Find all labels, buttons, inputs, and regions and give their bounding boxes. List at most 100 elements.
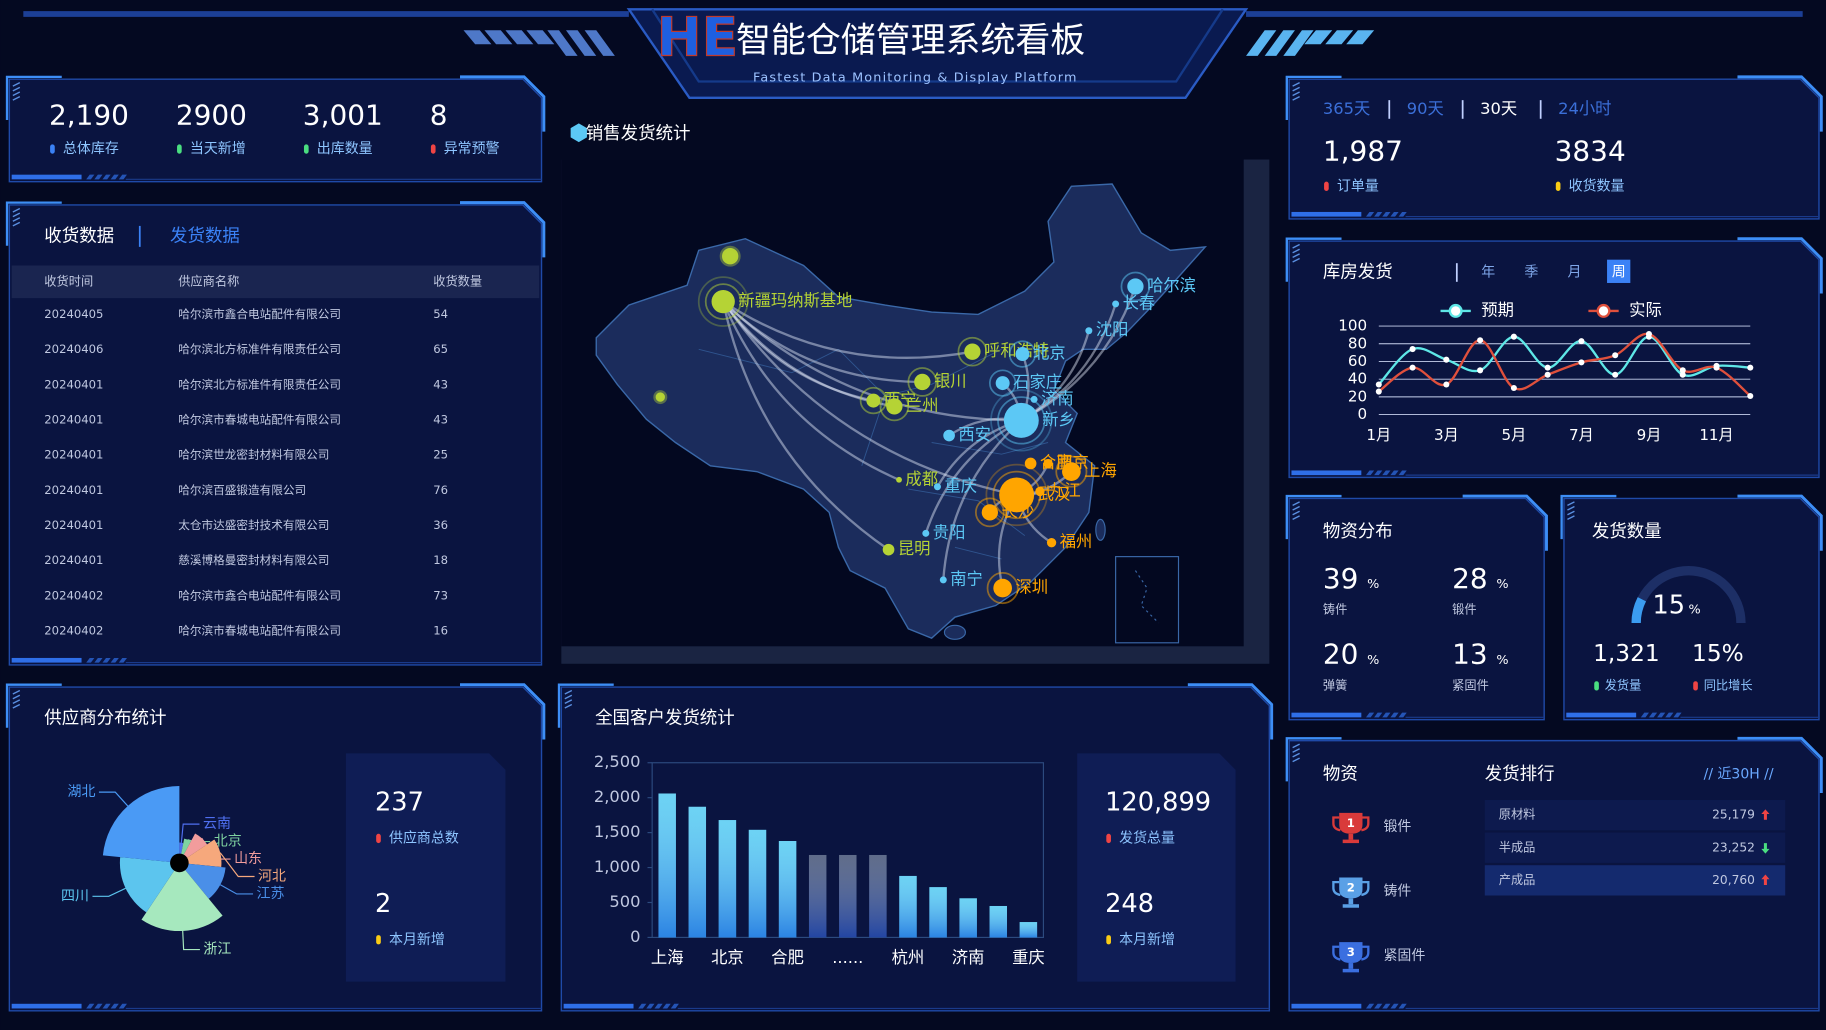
x-tick-label: 重庆 <box>1012 948 1045 967</box>
trophy-cup <box>1339 812 1363 834</box>
city-ring <box>1120 271 1151 302</box>
stat-label: 供应商总数 <box>389 829 459 846</box>
stat-dot <box>1555 181 1561 191</box>
panel-bar-stripe <box>1382 211 1391 217</box>
panel-hatch <box>1567 505 1575 511</box>
table-cell: 20240402 <box>44 588 103 602</box>
stat-dot <box>1324 181 1329 191</box>
pie-label: 湖北 <box>68 784 96 800</box>
trophy-handles <box>1332 880 1370 897</box>
city-ring <box>1055 455 1088 488</box>
city-label: 昆明 <box>898 539 931 558</box>
city-label: 长沙 <box>1002 502 1035 521</box>
panel-bar-stripe <box>1398 211 1407 217</box>
panel-bar-stripe <box>86 1003 95 1009</box>
trophy-stem <box>1348 898 1354 905</box>
panel-title: 全国客户发货统计 <box>595 708 735 728</box>
y-tick-label: 1,500 <box>594 822 641 841</box>
range-tab[interactable]: 月 <box>1567 264 1581 280</box>
panel-hatch <box>564 703 573 709</box>
x-tick-label: 7月 <box>1569 426 1594 444</box>
pie-slice <box>179 833 208 863</box>
stat-value: 2 <box>375 889 391 919</box>
city-label: 长春 <box>1123 293 1156 312</box>
city-label: 哈尔滨 <box>1147 276 1196 295</box>
panel-hatch <box>1292 501 1300 507</box>
trophy-handles <box>1332 816 1370 832</box>
ranking-value: 23,252 <box>1712 840 1755 854</box>
panel-bar-stripe <box>86 174 95 180</box>
panel-hatch <box>1292 752 1300 758</box>
percent-unit: % <box>1367 577 1379 592</box>
series-point <box>1443 381 1450 388</box>
city-label: 贵阳 <box>933 523 966 542</box>
y-tick-label: 60 <box>1348 352 1367 370</box>
table-cell: 慈溪博格曼密封材料有限公司 <box>178 553 329 567</box>
panel-bar <box>11 174 82 180</box>
panel-hatch <box>564 694 573 700</box>
tab[interactable]: 发货数据 <box>170 226 240 246</box>
bar-shade <box>658 793 676 938</box>
range-tab[interactable]: 季 <box>1524 264 1538 280</box>
series-point <box>1713 364 1720 371</box>
percent-label: 弹簧 <box>1323 677 1347 692</box>
stat-label: 本月新增 <box>1119 932 1175 948</box>
pie-hole <box>170 853 189 873</box>
panel-bar-stripe <box>1398 1003 1407 1009</box>
range-tab[interactable]: 周 <box>1612 264 1626 280</box>
panel-bar-stripe <box>1390 1003 1399 1009</box>
label-leader <box>182 930 200 951</box>
period-tab[interactable]: 90天 <box>1407 99 1444 118</box>
label-leader <box>92 887 126 897</box>
period-tab[interactable]: 30天 <box>1480 99 1517 118</box>
city-point <box>995 376 1010 391</box>
stat-card <box>1077 753 1236 982</box>
city-point <box>943 429 955 442</box>
panel-bar-stripe <box>1382 1003 1391 1009</box>
header-plate <box>626 8 1249 99</box>
range-tab[interactable]: 年 <box>1481 264 1495 280</box>
series-point <box>1747 364 1754 371</box>
series-point <box>1477 367 1484 374</box>
panel-hatch <box>1292 257 1300 263</box>
panel-bar <box>1291 712 1362 718</box>
y-tick-label: 2,000 <box>594 787 641 806</box>
city-label: 重庆 <box>944 476 977 495</box>
table-cell: 18 <box>433 553 448 567</box>
period-tab[interactable]: 24小时 <box>1558 99 1611 118</box>
stat-label: 总体库存 <box>63 141 119 157</box>
percent-label: 紧固件 <box>1452 678 1489 692</box>
panel-bar-stripe <box>102 1003 111 1009</box>
panel-bar-stripe <box>1365 1003 1375 1009</box>
panel-bar-stripe <box>1648 712 1658 718</box>
panel-title: 物资 <box>1323 764 1358 784</box>
material-name: 锻件 <box>1383 819 1411 835</box>
tab[interactable]: 收货数据 <box>44 226 114 246</box>
panel-bar-stripe <box>110 174 119 180</box>
series-point <box>1747 392 1754 400</box>
panel-bar-stripe <box>654 1003 663 1009</box>
series-point <box>1578 338 1585 345</box>
panel-bar-stripe <box>1665 712 1674 718</box>
panel-corner <box>1462 494 1548 551</box>
bar-shade <box>688 806 707 938</box>
stat-dot <box>1693 681 1698 691</box>
panel-bar <box>11 1003 82 1009</box>
city-point <box>896 476 902 483</box>
x-tick-label: 上海 <box>651 948 684 967</box>
panel-hatch <box>1292 757 1300 763</box>
period-tab[interactable]: 365天 <box>1323 99 1370 118</box>
panel-hatch <box>564 689 573 695</box>
bar-shade <box>718 820 737 938</box>
flow-line <box>722 301 890 551</box>
city-label: 济南 <box>1041 389 1074 408</box>
ranking-row-bg <box>1484 832 1786 863</box>
stat-dot <box>50 144 55 154</box>
trophy-base <box>1342 839 1360 844</box>
table-cell: 哈尔滨北方标准件有限责任公司 <box>178 342 341 356</box>
map-point <box>653 390 668 405</box>
city-ring <box>988 369 1017 397</box>
header-stripes-left <box>463 30 615 56</box>
city-point <box>999 477 1035 513</box>
